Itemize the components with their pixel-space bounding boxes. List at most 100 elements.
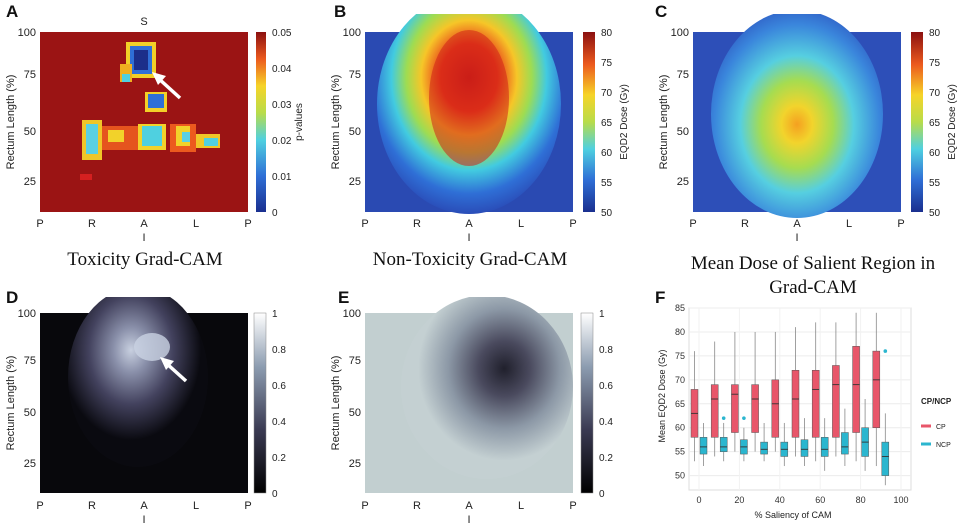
ncp-box [861, 399, 869, 471]
svg-text:55: 55 [929, 178, 941, 189]
svg-text:P: P [361, 218, 368, 230]
svg-text:25: 25 [24, 176, 36, 188]
panel-e-cbar-ticks: 1 0.8 0.6 0.4 0.2 0 [599, 309, 613, 500]
cp-box [690, 351, 699, 462]
legend-title: CP/NCP [921, 397, 952, 406]
svg-text:0.05: 0.05 [272, 28, 292, 39]
svg-text:75: 75 [349, 355, 361, 367]
outlier-point [742, 416, 746, 420]
svg-text:A: A [465, 218, 473, 230]
ncp-box [780, 422, 789, 467]
panel-d-colorbar [253, 312, 267, 494]
svg-text:75: 75 [929, 58, 941, 69]
svg-text:P: P [36, 500, 43, 512]
panel-d-heatmap: S Rectum Length (%) 100 75 50 25 P R A L… [5, 297, 286, 526]
x-tick-label: 20 [734, 495, 744, 505]
box-iqr [751, 384, 759, 433]
panel-c-dose-field [711, 14, 883, 218]
svg-text:A: A [465, 500, 473, 512]
box-iqr [710, 384, 719, 438]
svg-text:P: P [244, 218, 251, 230]
panel-e-yticks: 100 75 50 25 [343, 308, 361, 470]
ncp-box [820, 418, 829, 471]
panel-b-xticks: P R A L P [361, 218, 576, 230]
ncp-box [800, 418, 809, 467]
svg-text:70: 70 [929, 88, 941, 99]
panel-f-xlabel: % Saliency of CAM [754, 510, 831, 520]
panel-a-bottom-label: I [142, 232, 145, 244]
box-iqr [820, 437, 829, 457]
panel-e-bottom-label: I [467, 514, 470, 526]
svg-text:R: R [413, 218, 421, 230]
y-tick-label: 55 [675, 447, 685, 457]
cp-box [710, 341, 719, 457]
x-tick-label: 80 [856, 495, 866, 505]
svg-text:0.4: 0.4 [272, 417, 286, 428]
box-iqr [800, 439, 809, 457]
panel-c-cbar-title: EQD2 Dose (Gy) [947, 84, 958, 160]
x-tick-label: 100 [893, 495, 908, 505]
panel-c-heatmap: S Rectum Length (%) 100 75 50 25 P R A L… [658, 14, 958, 244]
svg-text:1: 1 [599, 309, 605, 320]
box-iqr [760, 441, 768, 455]
panel-c-caption-line1: Mean Dose of Salient Region in [690, 253, 936, 274]
svg-text:0.6: 0.6 [272, 381, 286, 392]
panel-f-boxplot: 50 55 60 65 70 75 80 85 0 20 40 60 80 100 Mean EQD2 … [657, 303, 952, 520]
svg-text:75: 75 [677, 69, 689, 81]
panel-e-label: E [338, 288, 350, 307]
svg-text:100: 100 [343, 27, 361, 39]
svg-text:0.2: 0.2 [599, 453, 613, 464]
svg-text:L: L [518, 218, 524, 230]
svg-text:65: 65 [929, 118, 941, 129]
svg-text:A: A [140, 218, 148, 230]
ncp-box [719, 416, 728, 462]
box-iqr [719, 437, 728, 452]
svg-text:60: 60 [929, 148, 941, 159]
svg-text:100: 100 [18, 308, 36, 320]
panel-b-cbar-title: EQD2 Dose (Gy) [619, 84, 630, 160]
panel-d-ylabel: Rectum Length (%) [5, 356, 17, 451]
box-iqr [852, 346, 860, 433]
y-tick-label: 50 [675, 471, 685, 481]
x-tick-label: 40 [775, 495, 785, 505]
svg-text:100: 100 [343, 308, 361, 320]
panel-a-cbar-title: p-values [294, 103, 305, 141]
panel-a-salient-blobs [80, 42, 220, 180]
panel-a-xticks: P R A L P [36, 218, 251, 230]
box-iqr [731, 384, 739, 433]
svg-text:R: R [88, 500, 96, 512]
svg-text:L: L [846, 218, 852, 230]
svg-text:0: 0 [272, 208, 278, 219]
box-iqr [771, 379, 780, 438]
cp-box [811, 322, 820, 462]
outlier-point [721, 416, 726, 420]
box-iqr [811, 370, 820, 438]
y-tick-label: 80 [675, 327, 685, 337]
svg-text:0.8: 0.8 [272, 345, 286, 356]
ncp-box [740, 416, 748, 462]
panel-e-saliency-field [401, 297, 573, 479]
svg-text:100: 100 [18, 27, 36, 39]
svg-text:50: 50 [677, 126, 689, 138]
y-tick-label: 70 [675, 375, 685, 385]
panel-f-label: F [655, 288, 666, 307]
panel-b-cbar-ticks: 80 75 70 65 60 55 50 [601, 28, 613, 219]
svg-text:0.4: 0.4 [599, 417, 613, 428]
panel-d-label: D [6, 288, 19, 307]
panel-a-label: A [6, 2, 19, 21]
svg-text:55: 55 [601, 178, 613, 189]
svg-text:75: 75 [601, 58, 613, 69]
svg-text:R: R [88, 218, 96, 230]
y-tick-label: 75 [675, 351, 685, 361]
ncp-box [881, 349, 890, 486]
svg-text:P: P [244, 500, 251, 512]
y-tick-label: 60 [675, 423, 685, 433]
ncp-box [699, 422, 708, 467]
panel-c-ylabel: Rectum Length (%) [658, 75, 670, 170]
cp-box [771, 331, 780, 452]
panel-e-xticks: P R A L P [361, 500, 576, 512]
svg-text:25: 25 [349, 458, 361, 470]
panel-f-yticks: 50 55 60 65 70 75 80 85 [675, 303, 685, 481]
y-tick-label: 85 [675, 303, 685, 313]
cp-box [791, 327, 800, 457]
